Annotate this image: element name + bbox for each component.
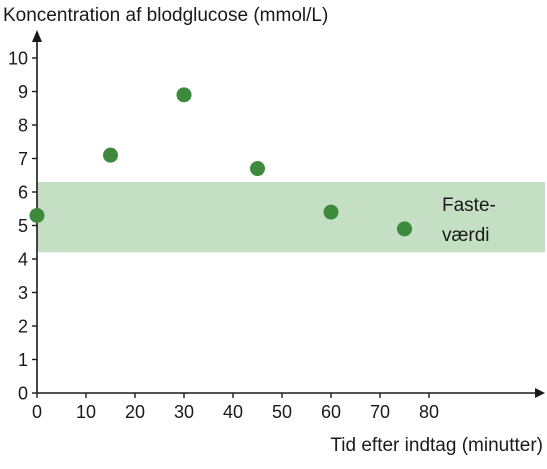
y-tick-label: 7 xyxy=(18,149,28,169)
y-tick-label: 6 xyxy=(18,183,28,203)
data-point xyxy=(29,207,45,223)
data-point xyxy=(103,147,118,163)
data-point xyxy=(323,204,339,220)
x-tick-label: 30 xyxy=(174,402,194,422)
data-point xyxy=(176,87,192,103)
x-axis-arrow xyxy=(535,388,545,398)
y-tick-label: 0 xyxy=(18,384,28,404)
x-tick-label: 50 xyxy=(272,402,292,422)
data-point xyxy=(250,161,265,177)
x-tick-label: 40 xyxy=(223,402,243,422)
x-tick-label: 60 xyxy=(321,402,341,422)
x-tick-label: 20 xyxy=(125,402,145,422)
y-tick-label: 4 xyxy=(18,250,28,270)
y-tick-label: 8 xyxy=(18,116,28,136)
band-label-line-1: Faste- xyxy=(442,195,496,216)
x-axis-label: Tid efter indtag (minutter) xyxy=(330,435,543,456)
x-tick-label: 10 xyxy=(76,402,96,422)
fasting-value-band xyxy=(37,181,545,253)
y-tick-label: 1 xyxy=(18,350,28,370)
chart-title: Koncentration af blodglucose (mmol/L) xyxy=(3,5,328,26)
y-tick-label: 2 xyxy=(18,317,28,337)
x-tick-label: 80 xyxy=(419,402,439,422)
y-tick-label: 9 xyxy=(18,82,28,102)
x-axis-ticks: 0 10 20 30 40 50 60 70 80 xyxy=(32,393,439,422)
band-label-line-2: værdi xyxy=(442,225,490,246)
y-tick-label: 10 xyxy=(8,49,28,69)
data-point xyxy=(397,221,412,237)
y-tick-label: 5 xyxy=(18,216,28,236)
x-tick-label: 70 xyxy=(370,402,390,422)
y-axis-arrow xyxy=(32,30,42,42)
data-points xyxy=(29,87,412,237)
y-axis-ticks: 0 1 2 3 4 5 6 7 8 9 10 xyxy=(8,49,37,404)
y-tick-label: 3 xyxy=(18,283,28,303)
x-tick-label: 0 xyxy=(32,402,42,422)
